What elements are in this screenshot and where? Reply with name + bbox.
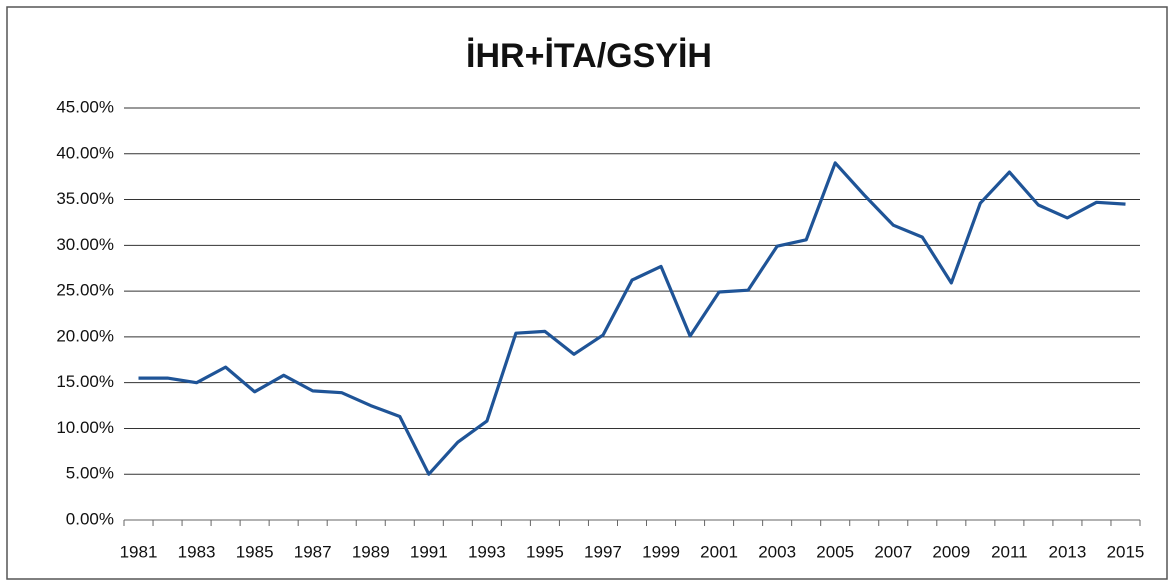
chart-border [6,6,1168,580]
y-tick-label: 30.00% [56,235,114,254]
x-tick-label: 1983 [178,542,216,561]
x-tick-label: 1989 [352,542,390,561]
x-tick-label: 1995 [526,542,564,561]
y-tick-label: 15.00% [56,372,114,391]
x-tick-label: 2003 [758,542,796,561]
x-tick-label: 1991 [410,542,448,561]
chart-title: İHR+İTA/GSYİH [466,37,712,75]
y-tick-label: 20.00% [56,326,114,345]
y-tick-label: 5.00% [66,464,114,483]
y-tick-label: 10.00% [56,418,114,437]
x-tick-label: 2005 [816,542,854,561]
x-tick-label: 1997 [584,542,622,561]
x-tick-label: 1985 [236,542,274,561]
x-tick-label: 2009 [932,542,970,561]
x-tick-label: 2011 [991,542,1028,561]
x-tick-label: 1981 [120,542,158,561]
x-tick-label: 2001 [700,542,738,561]
x-tick-label: 2015 [1107,542,1145,561]
data-line [138,161,1126,476]
x-tick-label: 1987 [294,542,332,561]
y-tick-label: 35.00% [56,189,114,208]
x-tick-label: 1993 [468,542,506,561]
x-tick-label: 1999 [642,542,680,561]
y-tick-label: 45.00% [56,97,114,116]
y-tick-label: 25.00% [56,281,114,300]
x-tick-label: 2007 [874,542,912,561]
y-tick-label: 40.00% [56,143,114,162]
y-tick-label: 0.00% [66,509,114,528]
x-tick-label: 2013 [1049,542,1087,561]
